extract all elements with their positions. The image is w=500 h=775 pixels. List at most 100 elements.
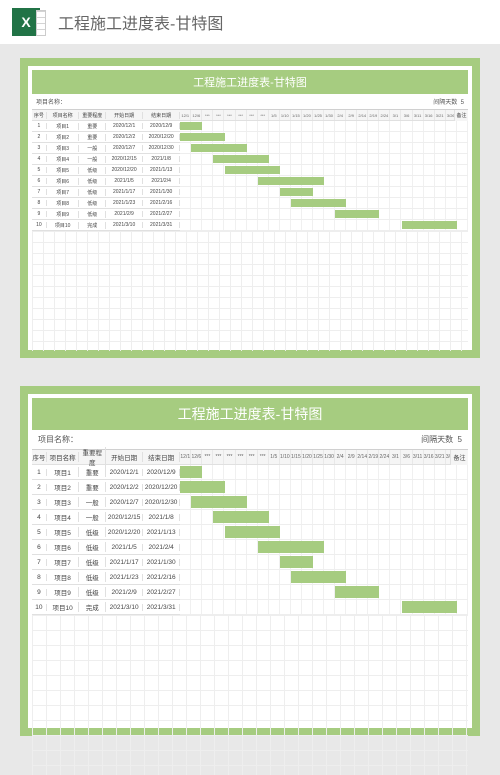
timeline-tick: ***: [258, 450, 269, 464]
gantt-thumbnail-large: 工程施工进度表-甘特图 项目名称： 间隔天数 5 序号 项目名称 重要程度 开始…: [20, 386, 480, 736]
empty-grid: [32, 615, 468, 775]
timeline-tick: 3/16: [424, 450, 435, 464]
cell-end: 2021/2/27: [143, 589, 180, 596]
cell-start: 2021/2/9: [106, 589, 143, 596]
timeline-tick: 1/25: [313, 110, 324, 120]
col-start: 开始日期: [106, 452, 143, 462]
cell-idx: 8: [32, 200, 47, 206]
cell-idx: 3: [32, 499, 47, 506]
table-row: 2项目2重要2020/12/22020/12/20: [32, 132, 180, 143]
gantt-bar: [191, 144, 246, 152]
gantt-bar: [280, 188, 313, 196]
timeline-tick: ***: [224, 110, 235, 120]
timeline-tick: 1/15: [291, 110, 302, 120]
table-row: 10项目10完成2021/3/102021/3/31: [32, 600, 180, 615]
gantt-bar: [402, 601, 457, 613]
page-title: 工程施工进度表-甘特图: [58, 10, 223, 34]
table-row: 5项目5低级2020/12/202021/1/13: [32, 525, 180, 540]
timeline-row: [180, 510, 468, 525]
table-row: 4项目4一般2020/12/152021/1/8: [32, 154, 180, 165]
cell-start: 2020/12/1: [106, 469, 143, 476]
timeline-tick: 12/1: [180, 450, 191, 464]
cell-start: 2021/1/17: [106, 559, 143, 566]
table-row: 3项目3一般2020/12/72020/12/30: [32, 143, 180, 154]
timeline-row: [180, 220, 468, 231]
cell-end: 2021/2/4: [143, 544, 180, 551]
cell-name: 项目7: [47, 189, 80, 196]
cell-idx: 2: [32, 484, 47, 491]
timeline-row: [180, 187, 468, 198]
cell-priority: 重要: [79, 467, 106, 477]
timeline-row: [180, 121, 468, 132]
timeline-row: [180, 176, 468, 187]
timeline-area: 12/112/6******************1/51/101/151/2…: [180, 110, 468, 231]
cell-start: 2021/1/23: [106, 200, 143, 206]
timeline-tick: ***: [258, 110, 269, 120]
timeline-row: [180, 132, 468, 143]
timeline-tick: 3/16: [424, 110, 435, 120]
cell-idx: 10: [32, 222, 47, 228]
gantt-title: 工程施工进度表-甘特图: [32, 70, 468, 94]
cell-end: 2021/1/8: [143, 514, 180, 521]
cell-idx: 3: [32, 145, 47, 151]
gantt-thumbnail-small: 工程施工进度表-甘特图 项目名称： 间隔天数 5 序号 项目名称 重要程度 开始…: [20, 58, 480, 358]
cell-name: 项目7: [47, 557, 80, 567]
cell-name: 项目1: [47, 467, 80, 477]
cell-idx: 4: [32, 156, 47, 162]
col-end: 结束日期: [143, 452, 180, 462]
cell-name: 项目8: [47, 200, 80, 207]
col-name: 项目名称: [47, 452, 80, 462]
timeline-tick: ***: [224, 450, 235, 464]
cell-priority: 重要: [79, 134, 106, 141]
cell-end: 2021/2/4: [143, 178, 180, 184]
cell-start: 2020/12/15: [106, 514, 143, 521]
thumbnail-small-wrap: 工程施工进度表-甘特图 项目名称： 间隔天数 5 序号 项目名称 重要程度 开始…: [0, 44, 500, 372]
cell-end: 2020/12/9: [143, 123, 180, 129]
timeline-row: [180, 154, 468, 165]
cell-start: 2021/1/23: [106, 574, 143, 581]
timeline-tick: 3/6: [401, 450, 412, 464]
timeline-tick: 2/24: [379, 450, 390, 464]
col-remark: 备注: [450, 450, 468, 465]
cell-idx: 1: [32, 469, 47, 476]
cell-name: 项目2: [47, 482, 80, 492]
timeline-row: [180, 585, 468, 600]
table-row: 8项目8低级2021/1/232021/2/16: [32, 570, 180, 585]
cell-idx: 6: [32, 544, 47, 551]
cell-idx: 2: [32, 134, 47, 140]
gantt-bar: [258, 177, 324, 185]
cell-idx: 10: [32, 604, 47, 611]
cell-priority: 低级: [79, 587, 106, 597]
timeline-tick: 3/1: [390, 450, 401, 464]
timeline-tick: ***: [236, 450, 247, 464]
cell-idx: 7: [32, 189, 47, 195]
timeline-tick: 12/1: [180, 110, 191, 120]
col-name: 项目名称: [47, 112, 80, 119]
cell-end: 2021/1/13: [143, 167, 180, 173]
cell-idx: 1: [32, 123, 47, 129]
cell-priority: 一般: [79, 497, 106, 507]
cell-priority: 低级: [79, 167, 106, 174]
col-remark: 备注: [454, 110, 468, 121]
timeline-tick: 2/14: [357, 450, 368, 464]
cell-priority: 完成: [79, 602, 106, 612]
left-columns: 序号 项目名称 重要程度 开始日期 结束日期 1项目1重要2020/12/120…: [32, 450, 180, 615]
timeline-row: [180, 198, 468, 209]
table-row: 7项目7低级2021/1/172021/1/30: [32, 187, 180, 198]
timeline-row: [180, 540, 468, 555]
col-start: 开始日期: [106, 112, 143, 119]
cell-end: 2020/12/9: [143, 469, 180, 476]
cell-start: 2021/1/5: [106, 178, 143, 184]
gantt-bar: [213, 511, 268, 523]
meta-row: 项目名称： 间隔天数 5: [32, 94, 468, 110]
cell-idx: 9: [32, 589, 47, 596]
table-row: 5项目5低级2020/12/202021/1/13: [32, 165, 180, 176]
cell-end: 2020/12/20: [143, 134, 180, 140]
timeline-tick: 2/14: [357, 110, 368, 120]
cell-start: 2020/12/7: [106, 145, 143, 151]
cell-start: 2020/12/1: [106, 123, 143, 129]
cell-priority: 低级: [79, 542, 106, 552]
timeline-tick: 2/19: [368, 110, 379, 120]
gantt-bar: [180, 466, 202, 478]
timeline-row: [180, 143, 468, 154]
